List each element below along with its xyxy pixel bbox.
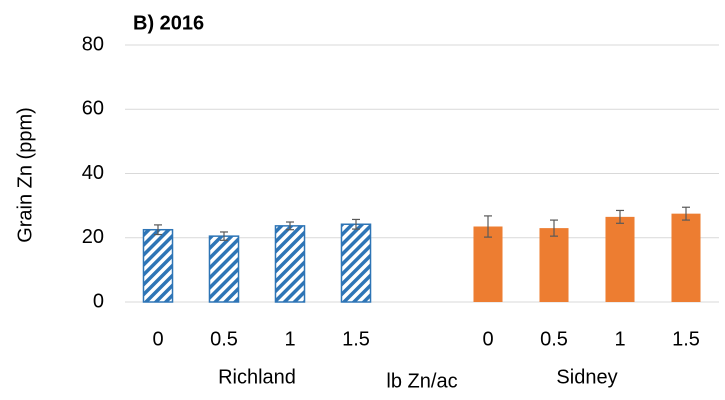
error-bar [154,224,162,236]
bar [340,223,372,303]
group-label: Sidney [556,366,617,388]
x-tick-label: 1 [284,328,295,350]
y-tick-label: 0 [93,290,104,312]
x-tick-label: 1.5 [342,328,370,350]
error-bar [220,231,228,241]
x-tick-label: 1 [614,328,625,350]
x-tick-label: 1.5 [672,328,700,350]
x-tick-label: 0 [152,328,163,350]
error-bar [682,206,690,221]
y-tick-label: 20 [82,226,104,248]
bar [605,216,635,302]
error-bar [484,215,492,238]
x-tick-label: 0.5 [210,328,238,350]
x-axis-label: lb Zn/ac [386,370,457,392]
error-bar [616,209,624,224]
y-tick-label: 40 [82,162,104,184]
chart-title: B) 2016 [133,12,204,34]
bar [142,228,174,303]
bar [274,225,306,303]
error-bar [352,218,360,230]
bar [208,235,240,303]
y-tick-label: 60 [82,98,104,120]
bar [539,228,569,302]
bar [671,213,701,302]
y-axis-label: Grain Zn (ppm) [14,107,36,243]
x-tick-label: 0 [482,328,493,350]
y-tick-label: 80 [82,33,104,55]
bar [473,226,503,302]
group-label: Richland [218,366,296,388]
x-tick-label: 0.5 [540,328,568,350]
error-bar [286,221,294,231]
error-bar [550,219,558,237]
